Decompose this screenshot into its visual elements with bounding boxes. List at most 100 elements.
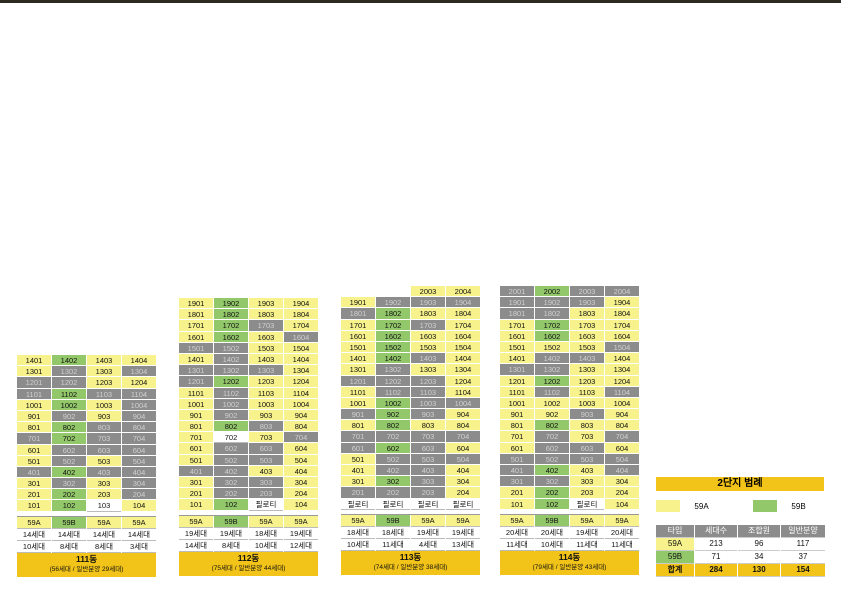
unit-cell: 1904	[446, 297, 480, 309]
unit-cell: 1703	[570, 319, 604, 331]
unit-cell: 1201	[17, 377, 51, 389]
unit-cell: 802	[376, 420, 410, 432]
summary-header: 타입	[656, 525, 694, 538]
general-cell: 4세대	[411, 539, 445, 552]
unit-cell: 1003	[570, 397, 604, 410]
unit-cell: 1601	[341, 330, 375, 342]
unit-cell: 304	[446, 476, 480, 488]
types-cell: 59B	[52, 516, 86, 529]
unit-cell: 602	[376, 442, 410, 454]
unit-cell: 1702	[376, 319, 410, 331]
unit-cell: 202	[214, 488, 248, 500]
counts-cell: 19세대	[446, 526, 480, 540]
unit-cell: 202	[376, 487, 410, 499]
counts-cell: 14세대	[87, 528, 121, 542]
unit-cell: 필로티	[411, 498, 445, 510]
unit-cell: 1704	[605, 319, 639, 331]
unit-cell: 904	[284, 409, 318, 422]
unit-cell: 504	[605, 453, 639, 465]
unit-cell: 203	[87, 489, 121, 501]
unit-cell: 401	[500, 465, 534, 477]
unit-cell: 1304	[446, 364, 480, 376]
building-name: 114동	[558, 552, 581, 563]
unit-cell: 203	[411, 487, 445, 499]
unit-cell: 201	[500, 487, 534, 499]
unit-cell: 1804	[446, 308, 480, 320]
general-cell: 3세대	[122, 541, 156, 554]
unit-cell: 602	[535, 442, 569, 454]
summary-cell: 합계	[656, 564, 694, 577]
unit-cell: 302	[376, 476, 410, 488]
unit-cell: 1401	[179, 353, 213, 366]
unit-cell: 1704	[446, 319, 480, 331]
unit-cell: 1103	[570, 386, 604, 398]
unit-cell: 903	[411, 409, 445, 421]
unit-cell: 202	[535, 487, 569, 499]
unit-cell: 201	[179, 488, 213, 500]
unit-cell: 1303	[249, 365, 283, 377]
unit-cell: 1002	[214, 398, 248, 410]
unit-cell: 1101	[17, 388, 51, 400]
unit-cell: 1903	[411, 297, 445, 309]
unit-cell: 1403	[87, 355, 121, 367]
types-cell: 59A	[249, 515, 283, 528]
unit-cell: 101	[500, 498, 534, 510]
unit-cell: 801	[341, 420, 375, 432]
unit-cell: 1503	[411, 341, 445, 354]
summary-cell: 96	[738, 538, 780, 551]
unit-cell: 604	[605, 442, 639, 454]
unit-cell: 1204	[122, 377, 156, 389]
types-cell: 59A	[122, 516, 156, 529]
types-cell: 59A	[341, 514, 375, 527]
unit-cell: 1002	[535, 397, 569, 410]
unit-cell: 604	[284, 443, 318, 455]
unit-cell: 1004	[122, 399, 156, 411]
unit-grid: 1401 1402 1403 1404 1301 1302 1303 1304 1201 1202…	[17, 355, 156, 512]
unit-cell: 404	[605, 465, 639, 477]
summary-header: 조합원	[738, 525, 780, 538]
unit-cell: 1103	[87, 388, 121, 400]
general-cell: 8세대	[52, 541, 86, 554]
unit-cell: 1802	[214, 309, 248, 321]
unit-cell: 802	[535, 420, 569, 432]
building-label: 111동 (56세대 / 일반분양 29세대)	[17, 553, 156, 578]
counts-cell: 20세대	[535, 526, 569, 540]
unit-cell: 502	[214, 454, 248, 466]
counts-cell: 19세대	[411, 526, 445, 540]
unit-cell: 1001	[17, 399, 51, 411]
unit-cell: 필로티	[249, 499, 283, 511]
unit-cell: 1901	[500, 297, 534, 309]
summary-cell: 34	[738, 551, 780, 564]
unit-cell: 1101	[500, 386, 534, 398]
unit-cell: 103	[87, 500, 121, 512]
empty-cell	[341, 286, 375, 298]
unit-cell: 404	[446, 465, 480, 477]
unit-cell: 1702	[535, 319, 569, 331]
building-name: 111동	[75, 554, 98, 565]
unit-cell: 1004	[605, 397, 639, 410]
unit-cell: 804	[122, 422, 156, 434]
unit-stats: 59A 59B 59A 59A 14세대 14세대 14세대 14세대 10세대 8세대 8세대 3세…	[17, 515, 156, 554]
unit-cell: 1604	[284, 331, 318, 343]
unit-cell: 1004	[284, 398, 318, 410]
unit-cell: 1203	[249, 376, 283, 388]
unit-cell: 203	[249, 488, 283, 500]
unit-grid: 1901 1902 1903 1904 1801 1802 1803 1804 1701 1702…	[179, 298, 318, 511]
counts-cell: 20세대	[500, 526, 534, 540]
unit-cell: 1801	[341, 308, 375, 320]
unit-cell: 504	[446, 453, 480, 465]
unit-cell: 803	[570, 420, 604, 432]
unit-cell: 1404	[122, 355, 156, 367]
unit-cell: 1103	[411, 386, 445, 398]
unit-cell: 303	[411, 476, 445, 488]
unit-cell: 604	[122, 444, 156, 456]
building-name: 112동	[237, 553, 260, 564]
types-cell: 59A	[284, 515, 318, 528]
unit-cell: 302	[214, 477, 248, 489]
building-label: 114동 (79세대 / 일반분양 43세대)	[500, 551, 639, 576]
unit-cell: 104	[122, 500, 156, 512]
swatch-59a	[656, 500, 681, 512]
summary-cell: 59A	[656, 538, 694, 551]
unit-cell: 1102	[376, 386, 410, 398]
unit-cell: 2002	[535, 286, 569, 298]
